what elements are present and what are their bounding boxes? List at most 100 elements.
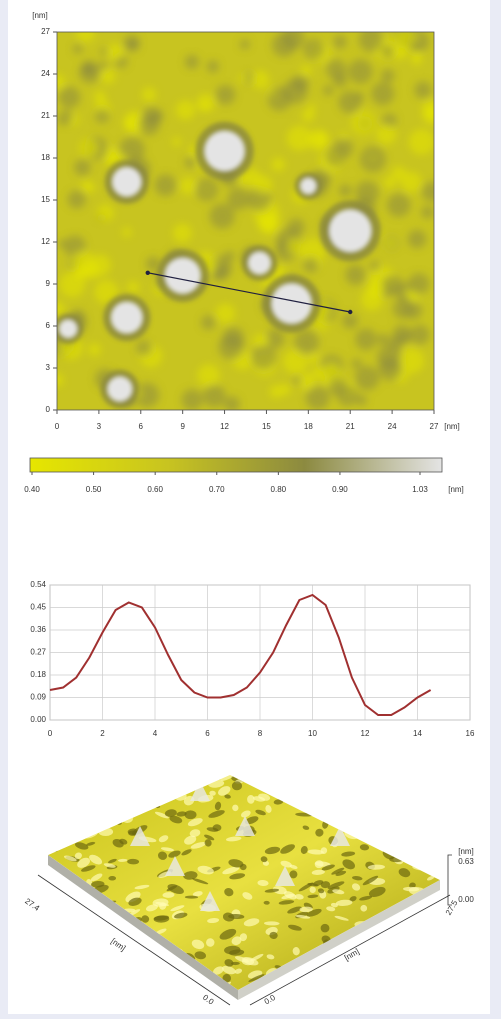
surface-spot: [278, 900, 295, 905]
texture-spot: [407, 229, 427, 249]
surface-peak: [165, 856, 185, 876]
texture-spot: [201, 315, 216, 330]
surface-spot: [241, 958, 255, 966]
surface-spot: [342, 859, 355, 870]
y-tick-label: 18: [41, 153, 50, 162]
profile-end: [348, 309, 353, 315]
texture-spot: [223, 396, 240, 410]
grain-top: [112, 167, 142, 197]
texture-spot: [80, 60, 97, 77]
surface-spot: [272, 885, 287, 895]
texture-spot: [307, 103, 316, 113]
surface-spot: [263, 921, 280, 926]
texture-spot: [96, 204, 115, 222]
surface-peak: [200, 891, 220, 911]
surface-spot: [231, 781, 243, 791]
texture-spot: [351, 110, 376, 135]
texture-spot: [313, 131, 330, 148]
texture-spot: [283, 349, 308, 374]
surface-spot: [184, 835, 197, 845]
surface-spot: [368, 886, 386, 897]
texture-spot: [94, 279, 119, 305]
texture-spot: [57, 74, 66, 90]
surface-spot: [154, 811, 169, 819]
surface-spot: [153, 915, 170, 923]
texture-spot: [200, 101, 209, 110]
texture-spot: [215, 303, 236, 324]
texture-spot: [305, 385, 330, 410]
surface-spot: [181, 849, 192, 856]
texture-spot: [251, 345, 276, 370]
surface-spot: [77, 857, 90, 868]
colorbar-label: [nm]: [448, 485, 464, 494]
surface-spot: [167, 884, 184, 895]
texture-spot: [360, 288, 384, 311]
texture-spot: [134, 382, 160, 408]
texture-spot: [100, 68, 116, 84]
surface-spot: [162, 892, 175, 898]
x-tick-label: 18: [304, 422, 313, 431]
surface-spot: [264, 846, 281, 855]
surface-spot: [398, 868, 411, 878]
surface-peak: [275, 866, 295, 886]
surface-spot: [327, 881, 345, 889]
surface-spot: [170, 905, 185, 912]
texture-spot: [184, 156, 197, 169]
surface-spot: [157, 851, 168, 860]
surface-spot: [107, 858, 117, 864]
surface-spot: [222, 965, 236, 975]
x-tick-label: 0: [55, 422, 60, 431]
x-tick-label: 14: [413, 729, 422, 738]
surface-spot: [197, 865, 214, 875]
texture-spot: [381, 69, 395, 83]
texture-spot: [409, 324, 430, 345]
surface-spot: [263, 900, 270, 905]
surface-spot: [212, 824, 222, 832]
x-tick-label: 27: [430, 422, 439, 431]
x-tick-label: 16: [466, 729, 475, 738]
texture-spot: [338, 90, 362, 114]
texture-spot: [71, 250, 95, 275]
texture-spot: [127, 38, 139, 50]
texture-spot: [85, 183, 96, 193]
surface-spot: [184, 895, 199, 899]
y-tick-label: 0.18: [30, 670, 46, 679]
profile-line: [147, 272, 351, 313]
texture-spot: [179, 177, 197, 195]
afm-image: [57, 32, 434, 410]
z-axis-bracket: [447, 854, 452, 906]
texture-spot: [93, 90, 107, 103]
y-axis-label: [nm]: [32, 11, 48, 20]
surface-spot: [244, 816, 259, 825]
texture-spot: [377, 333, 390, 346]
axis-label: 0.63: [458, 857, 474, 866]
texture-spot: [59, 271, 86, 298]
texture-spot: [355, 365, 380, 391]
surface-spot: [224, 959, 234, 967]
surface-spot: [320, 923, 330, 933]
surface-spot: [86, 841, 96, 846]
surface-spot: [269, 931, 278, 940]
texture-spot: [250, 70, 270, 89]
surface-spot: [309, 886, 316, 894]
y-tick-label: 0.54: [30, 580, 46, 589]
texture-spot: [339, 184, 352, 197]
y-tick-label: 0.27: [30, 648, 46, 657]
texture-spot: [421, 99, 434, 120]
colorbar-tick-label: 0.80: [271, 485, 287, 494]
surface-spot: [239, 933, 248, 942]
surface-spot: [321, 864, 335, 871]
grain-top: [59, 320, 77, 338]
surface-spot: [209, 790, 216, 796]
surface-spot: [187, 818, 203, 827]
texture-spot: [385, 237, 397, 249]
texture-spot: [141, 87, 157, 102]
surface-spot: [164, 809, 177, 817]
texture-spot: [74, 159, 91, 176]
surface-spot: [307, 849, 324, 855]
surface-spot: [222, 912, 235, 922]
surface-peak: [330, 826, 350, 846]
texture-spot: [410, 41, 421, 52]
texture-spot: [138, 114, 160, 136]
x-tick-label: 6: [139, 422, 144, 431]
